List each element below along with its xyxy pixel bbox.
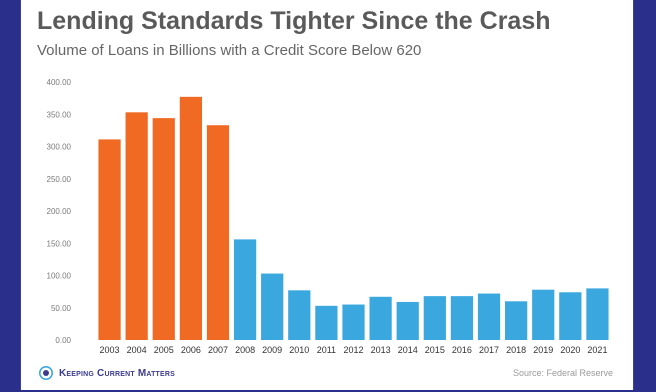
x-tick-label: 2016 <box>452 345 472 355</box>
bar <box>206 125 230 340</box>
y-tick-label: 0.00 <box>55 336 71 345</box>
x-tick-label: 2012 <box>343 345 363 355</box>
x-tick-label: 2011 <box>317 345 336 355</box>
y-tick-label: 300.00 <box>47 143 72 152</box>
x-tick-label: 2006 <box>181 345 201 355</box>
x-tick-label: 2003 <box>100 345 120 355</box>
x-tick-label: 2015 <box>425 345 445 355</box>
x-tick-label: 2008 <box>235 345 255 355</box>
x-tick-label: 2021 <box>587 345 607 355</box>
x-tick-label: 2020 <box>560 345 580 355</box>
bar <box>450 296 474 340</box>
x-tick-label: 2005 <box>154 345 174 355</box>
x-tick-label: 2017 <box>479 345 499 355</box>
x-tick-label: 2004 <box>127 345 147 355</box>
chart-title: Lending Standards Tighter Since the Cras… <box>37 7 551 35</box>
y-tick-label: 400.00 <box>47 78 72 87</box>
y-tick-label: 50.00 <box>51 304 72 313</box>
x-tick-label: 2018 <box>506 345 526 355</box>
bar-chart: 0.00 50.00 100.00 150.00 200.00 250.00 300.00 3… <box>47 78 609 355</box>
x-tick-label: 2019 <box>533 345 553 355</box>
chart-card: Lending Standards Tighter Since the Cras… <box>20 0 634 390</box>
bar <box>477 293 501 340</box>
y-tick-label: 200.00 <box>47 207 72 216</box>
bar <box>369 296 392 340</box>
bar <box>423 296 446 340</box>
source-note: Source: Federal Reserve <box>512 368 613 378</box>
brand-footer: Keeping Current Matters <box>39 366 175 380</box>
brand-name: Keeping Current Matters <box>59 367 176 379</box>
bar <box>505 301 528 340</box>
bar <box>179 96 202 341</box>
y-tick-label: 350.00 <box>47 110 72 119</box>
y-tick-label: 150.00 <box>47 239 72 248</box>
x-tick-label: 2014 <box>398 345 418 355</box>
bar <box>586 288 609 340</box>
bar <box>396 301 419 340</box>
bar <box>315 305 338 340</box>
x-tick-label: 2010 <box>289 345 309 355</box>
bar <box>559 292 582 340</box>
bar <box>261 273 284 340</box>
bar <box>125 112 148 340</box>
chart-subtitle: Volume of Loans in Billions with a Credi… <box>37 42 422 59</box>
bar <box>98 139 121 340</box>
kcm-logo-icon <box>39 366 53 380</box>
x-tick-label: 2009 <box>262 345 282 355</box>
y-tick-label: 100.00 <box>47 272 72 281</box>
bar <box>342 304 365 340</box>
bar <box>288 290 311 340</box>
bar <box>152 118 175 341</box>
x-tick-label: 2013 <box>371 345 391 355</box>
bar <box>233 239 257 340</box>
y-tick-label: 250.00 <box>47 175 72 184</box>
x-tick-label: 2007 <box>208 345 228 355</box>
bar <box>532 289 555 340</box>
